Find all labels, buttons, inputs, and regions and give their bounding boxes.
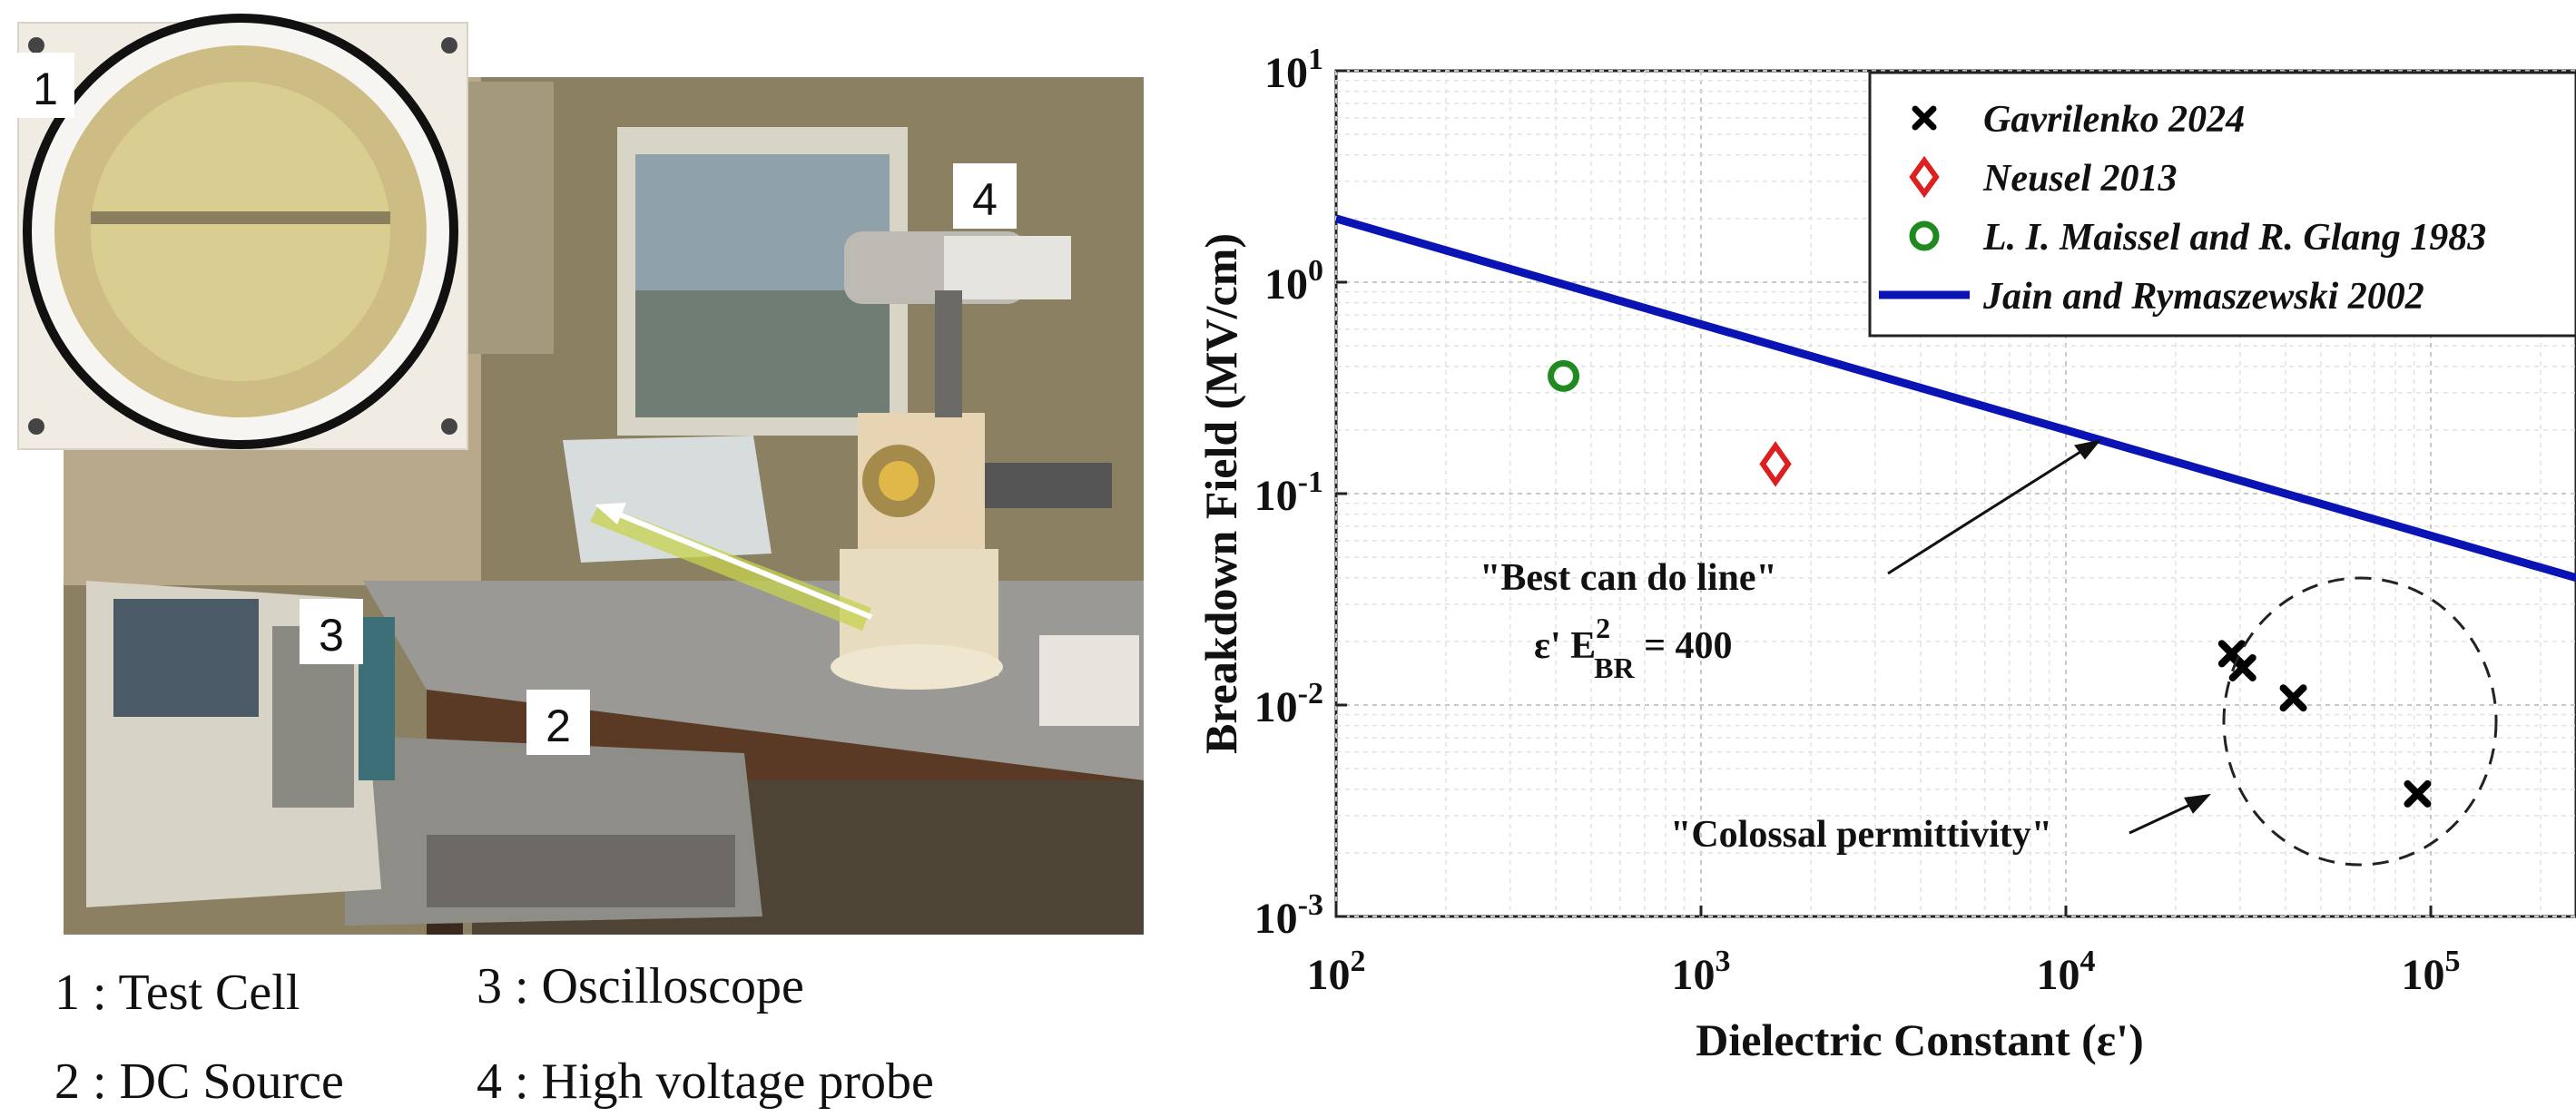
- annotation-arrowhead-best: [2073, 439, 2101, 460]
- y-tick-label: 101: [1264, 43, 1323, 97]
- legend-label: Neusel 2013: [1982, 158, 2178, 200]
- y-tick-label: 100: [1264, 254, 1323, 309]
- annotation-arrowhead-colossal: [2183, 793, 2211, 814]
- data-point-gavrilenko: [2279, 684, 2307, 712]
- legend-marker-diamond: [1909, 155, 1940, 199]
- caption-dc-source: 2 : DC Source: [54, 1053, 344, 1110]
- photo-panel: 1 2 3 4 1 : Test Cell 3 : Oscilloscope 2…: [0, 0, 1162, 1117]
- data-point-neusel: [1759, 441, 1792, 487]
- breakdown-chart: "Best can do line" ε' E2 BR = 400 "Colossal…: [1195, 43, 2576, 1065]
- legend-box: [1868, 71, 2576, 338]
- data-point-gavrilenko: [2404, 779, 2432, 808]
- x-tick-label: 103: [1672, 945, 1731, 999]
- x-tick-label: 102: [1307, 945, 1366, 999]
- caption-high-voltage-probe: 4 : High voltage probe: [477, 1053, 934, 1110]
- setup-photo: 1 2 3 4: [16, 14, 1144, 935]
- y-tick-label: 10-2: [1254, 677, 1323, 731]
- marker-1: 1: [33, 64, 58, 114]
- annotation-best-can-do: "Best can do line": [1480, 557, 1777, 599]
- y-tick-label: 10-1: [1254, 465, 1323, 520]
- y-axis-title: Breakdown Field (MV/cm): [1195, 233, 1246, 754]
- x-tick-label: 104: [2037, 945, 2096, 999]
- series-line-jain: [1336, 214, 2576, 583]
- annotation-formula: ε' E2 BR = 400: [1534, 612, 1733, 684]
- legend-label: Gavrilenko 2024: [1983, 99, 2245, 141]
- chart-panel: "Best can do line" ε' E2 BR = 400 "Colossal…: [1162, 0, 2576, 1117]
- annotation-colossal: "Colossal permittivity": [1670, 814, 2052, 856]
- annotation-arrow-best: [1887, 442, 2095, 575]
- data-point-maissel: [1548, 359, 1580, 392]
- arrow-line: [602, 505, 873, 620]
- marker-2: 2: [546, 701, 571, 751]
- legend-label: L. I. Maissel and R. Glang 1983: [1982, 217, 2486, 259]
- legend-marker-circle: [1909, 220, 1940, 251]
- colossal-region-ellipse: [2222, 576, 2498, 867]
- legend-marker-x: [1912, 105, 1937, 131]
- marker-3: 3: [319, 610, 344, 661]
- caption-test-cell: 1 : Test Cell: [54, 965, 300, 1021]
- caption-oscilloscope: 3 : Oscilloscope: [477, 958, 804, 1014]
- y-tick-label: 10-3: [1254, 888, 1323, 943]
- marker-4: 4: [972, 174, 998, 225]
- x-axis-title: Dielectric Constant (ε'): [1696, 1014, 2143, 1065]
- legend-label: Jain and Rymaszewski 2002: [1982, 276, 2424, 318]
- x-tick-label: 105: [2402, 945, 2461, 999]
